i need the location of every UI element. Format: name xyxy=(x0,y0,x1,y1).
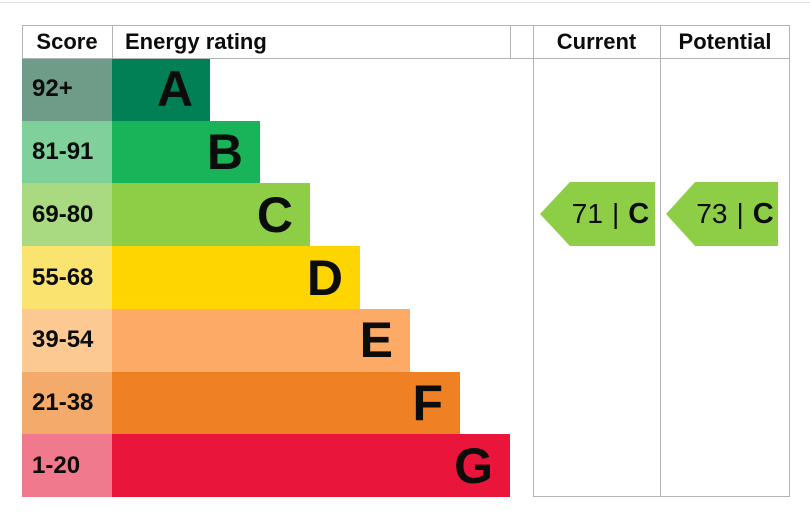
band-score: 55-68 xyxy=(22,246,112,309)
rating-header-right-divider xyxy=(510,25,511,58)
band-bar: G xyxy=(112,434,510,498)
band-letter: C xyxy=(256,186,293,243)
band-score: 21-38 xyxy=(22,371,112,435)
band-row-c: 69-80 C xyxy=(22,183,790,247)
band-letter: B xyxy=(206,124,243,181)
band-score: 1-20 xyxy=(22,434,112,498)
current-rating-band: C xyxy=(628,197,650,230)
current-column-header: Current xyxy=(556,28,637,54)
potential-rating-band: C xyxy=(752,197,774,230)
band-letter: A xyxy=(156,61,193,118)
table-bottom-border xyxy=(533,496,790,497)
table-top-border xyxy=(22,25,790,26)
header-left-border xyxy=(22,25,23,58)
band-bar: F xyxy=(112,371,460,435)
current-column-left-divider xyxy=(533,25,534,497)
band-row-b: 81-91 B xyxy=(22,120,790,184)
band-letter: D xyxy=(306,249,343,306)
current-potential-divider xyxy=(660,25,661,497)
band-bar: B xyxy=(112,120,260,184)
band-rows: 92+ A 81-91 B 69-80 C 55-68 D xyxy=(22,58,790,498)
score-column-header: Score xyxy=(36,28,98,54)
band-letter: F xyxy=(412,374,443,431)
band-row-d: 55-68 D xyxy=(22,246,790,309)
score-rating-divider xyxy=(112,25,113,58)
band-bar: E xyxy=(112,308,410,372)
current-rating-value: 71 xyxy=(571,198,603,229)
band-score: 69-80 xyxy=(22,183,112,247)
band-bar: A xyxy=(112,58,210,121)
band-row-g: 1-20 G xyxy=(22,434,790,498)
potential-rating-value: 73 xyxy=(696,198,728,229)
band-letter: G xyxy=(454,437,493,494)
band-score: 92+ xyxy=(22,58,112,121)
band-score: 39-54 xyxy=(22,308,112,372)
top-rule xyxy=(0,2,810,3)
current-rating-separator: | xyxy=(611,198,620,229)
band-bar: C xyxy=(112,183,310,247)
energy-rating-column-header: Energy rating xyxy=(125,28,267,54)
header-underline xyxy=(22,58,790,59)
table-right-border xyxy=(789,25,790,497)
energy-rating-table: Score Energy rating Current Potential 92… xyxy=(22,25,790,498)
band-score: 81-91 xyxy=(22,120,112,184)
band-row-f: 21-38 F xyxy=(22,371,790,435)
band-row-e: 39-54 E xyxy=(22,308,790,372)
band-row-a: 92+ A xyxy=(22,58,790,121)
band-bar: D xyxy=(112,246,360,309)
band-letter: E xyxy=(359,312,393,369)
potential-column-header: Potential xyxy=(678,28,772,54)
potential-rating-separator: | xyxy=(736,198,744,229)
